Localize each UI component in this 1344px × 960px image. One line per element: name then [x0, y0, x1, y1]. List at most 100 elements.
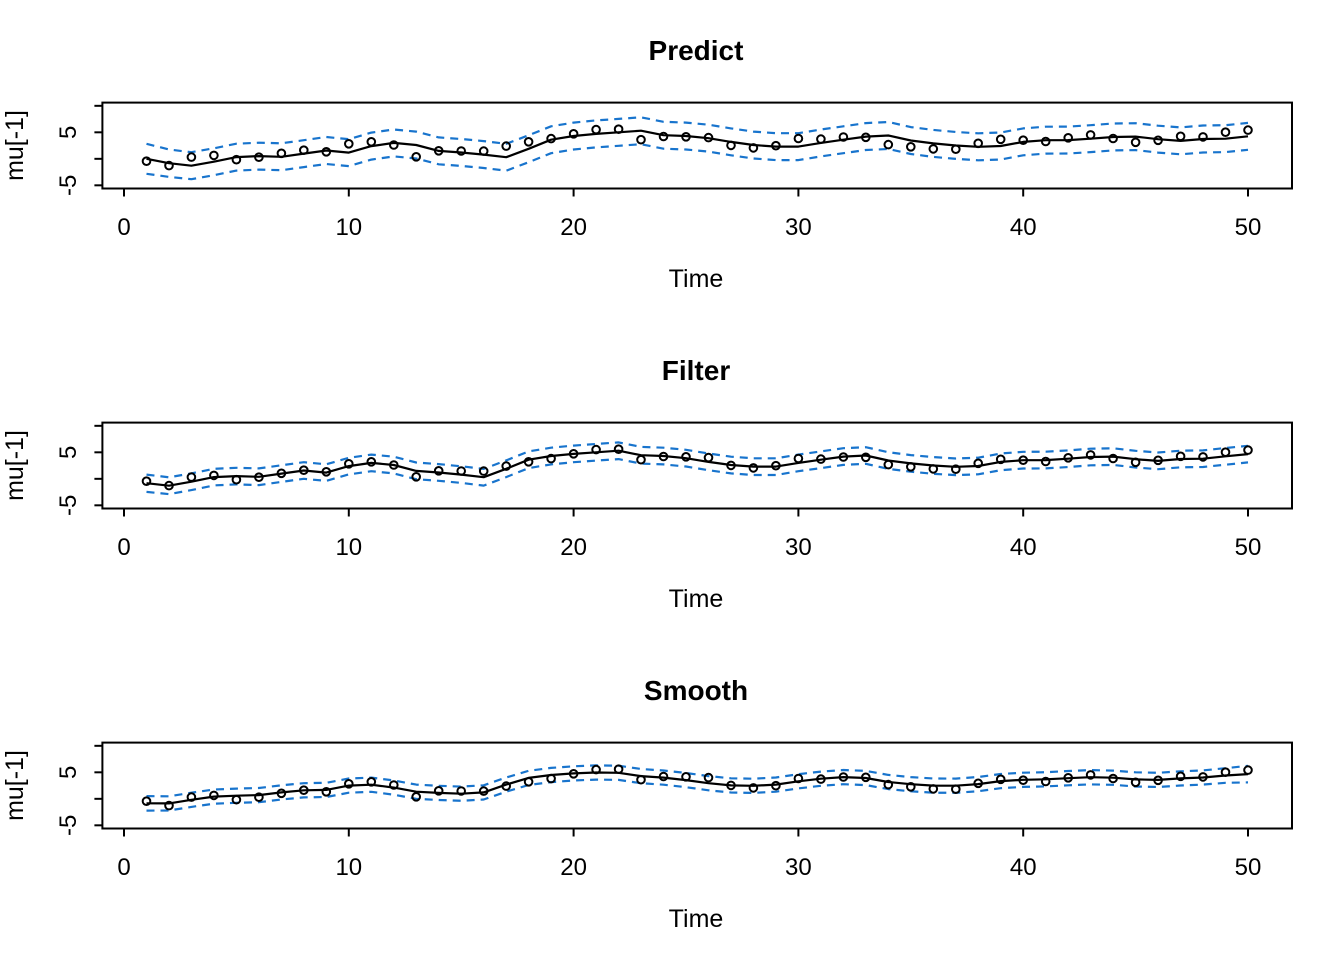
x-tick-label: 0: [117, 534, 130, 561]
data-point: [951, 144, 961, 154]
data-point: [748, 783, 759, 793]
data-point: [501, 141, 512, 151]
data-point: [433, 146, 444, 156]
data-point: [1018, 455, 1029, 465]
data-point: [501, 461, 512, 471]
data-point: [344, 779, 354, 789]
data-point: [299, 465, 309, 475]
data-point: [186, 152, 197, 162]
data-point: [164, 160, 174, 171]
y-axis-label: mu[-1]: [1, 110, 29, 181]
data-point: [883, 779, 894, 790]
y-tick-label: 5: [55, 446, 82, 459]
data-point: [973, 138, 984, 149]
panel-filter: Filter mu[-1] Time 0 10 20 30 40 50 -5 5: [1, 355, 1293, 613]
data-point: [636, 134, 646, 145]
data-point: [883, 459, 894, 470]
data-point: [1153, 135, 1163, 146]
data-point: [186, 472, 197, 482]
data-point: [568, 769, 579, 779]
data-point: [1220, 447, 1231, 457]
data-point: [501, 781, 512, 791]
data-point: [209, 470, 219, 481]
data-point: [141, 156, 152, 166]
data-point: [254, 472, 264, 482]
data-point: [928, 144, 939, 154]
data-point: [681, 452, 691, 462]
data-point: [1108, 773, 1118, 784]
upper-confidence-band: [146, 116, 1249, 154]
data-point: [703, 132, 714, 143]
data-point: [366, 777, 377, 787]
data-point: [209, 150, 219, 161]
data-point: [411, 472, 422, 482]
data-point: [748, 463, 759, 473]
data-point: [321, 787, 332, 797]
x-tick-label: 0: [117, 214, 130, 241]
data-point: [546, 773, 556, 784]
panel-predict: Predict mu[-1] Time 0 10 20 30 40 50 -5 5: [1, 35, 1293, 293]
data-point: [816, 454, 826, 464]
data-point: [478, 146, 489, 156]
data-point: [568, 449, 579, 459]
data-point: [1130, 777, 1141, 788]
data-point: [995, 454, 1006, 465]
data-point: [344, 459, 354, 469]
data-point: [231, 154, 242, 165]
x-tick-label: 20: [560, 534, 587, 561]
data-point: [928, 464, 939, 474]
data-point: [681, 132, 691, 142]
data-point: [1085, 450, 1096, 460]
data-point: [1085, 770, 1096, 780]
data-point: [838, 772, 849, 782]
data-point: [1220, 127, 1231, 137]
data-point: [658, 771, 669, 782]
x-tick-label: 10: [335, 214, 362, 241]
data-point: [433, 786, 444, 796]
data-point: [389, 140, 399, 150]
data-point: [951, 464, 961, 474]
data-point: [1175, 131, 1186, 142]
data-point: [1040, 776, 1051, 787]
data-point: [389, 780, 399, 790]
data-point: [793, 453, 804, 464]
data-point: [906, 462, 916, 472]
data-point: [973, 458, 984, 469]
data-point: [321, 147, 332, 157]
data-point: [658, 451, 669, 462]
data-point: [1108, 453, 1118, 464]
data-point: [164, 480, 174, 491]
data-point: [1243, 765, 1253, 775]
data-point: [771, 460, 781, 471]
data-point: [861, 772, 871, 783]
data-point: [636, 454, 646, 465]
data-point: [613, 444, 624, 454]
y-tick-label: -5: [55, 815, 82, 836]
data-point: [546, 453, 556, 464]
data-point: [951, 784, 961, 794]
panel-smooth: Smooth mu[-1] Time 0 10 20 30 40 50 -5 5: [1, 675, 1293, 933]
plot-box: [101, 101, 1293, 190]
data-point: [1085, 130, 1096, 140]
data-point: [1153, 455, 1163, 466]
data-point: [861, 452, 871, 463]
data-point: [546, 133, 556, 144]
data-point: [591, 124, 601, 135]
x-axis-label: Time: [669, 905, 724, 933]
data-point: [726, 780, 736, 791]
lower-confidence-band: [146, 778, 1249, 812]
data-point: [1198, 452, 1208, 462]
data-point: [1175, 771, 1186, 782]
estimate-line: [146, 449, 1249, 487]
data-point: [883, 139, 894, 150]
data-point: [816, 134, 826, 144]
x-tick-label: 10: [335, 534, 362, 561]
data-point: [906, 782, 916, 792]
x-tick-label: 0: [117, 854, 130, 881]
data-point: [1130, 457, 1141, 468]
x-axis-label: Time: [669, 265, 724, 293]
data-point: [411, 152, 422, 162]
data-point: [1040, 136, 1051, 147]
x-tick-label: 30: [785, 214, 812, 241]
estimate-line: [146, 771, 1249, 805]
